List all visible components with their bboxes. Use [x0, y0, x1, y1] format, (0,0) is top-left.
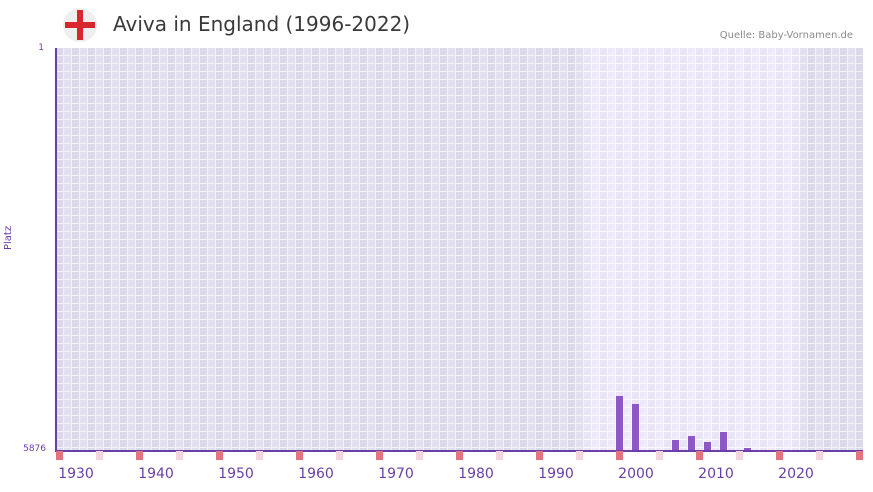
- x-tick-1990: 1990: [538, 466, 574, 482]
- y-axis-line: [55, 48, 57, 451]
- year-marker: [536, 451, 543, 460]
- x-tick-1970: 1970: [378, 466, 414, 482]
- bar-2000[interactable]: [632, 404, 639, 450]
- source-credit: Quelle: Baby-Vornamen.de: [719, 30, 853, 41]
- x-tick-2010: 2010: [698, 466, 734, 482]
- x-tick-1940: 1940: [138, 466, 174, 482]
- year-marker: [56, 451, 63, 460]
- x-tick-1960: 1960: [298, 466, 334, 482]
- year-marker: [696, 451, 703, 460]
- year-marker: [296, 451, 303, 460]
- year-marker: [376, 451, 383, 460]
- year-marker: [856, 451, 863, 460]
- year-marker: [616, 451, 623, 460]
- plot-area: [56, 48, 863, 450]
- x-tick-1980: 1980: [458, 466, 494, 482]
- chart-title: Aviva in England (1996-2022): [113, 12, 411, 36]
- bar-2005[interactable]: [672, 440, 679, 450]
- year-marker: [256, 451, 263, 460]
- year-marker: [816, 451, 823, 460]
- year-marker: [736, 451, 743, 460]
- x-axis-line: [55, 450, 863, 452]
- y-axis-label: Platz: [3, 225, 14, 250]
- x-tick-1930: 1930: [58, 466, 94, 482]
- year-marker: [176, 451, 183, 460]
- year-marker: [336, 451, 343, 460]
- x-tick-2000: 2000: [618, 466, 654, 482]
- year-marker: [216, 451, 223, 460]
- y-tick-top: 1: [38, 43, 44, 53]
- england-flag-icon: [63, 8, 97, 42]
- bar-2009[interactable]: [704, 442, 711, 450]
- x-tick-1950: 1950: [218, 466, 254, 482]
- bar-2011[interactable]: [720, 432, 727, 450]
- year-marker: [96, 451, 103, 460]
- bar-1998[interactable]: [616, 396, 623, 450]
- year-marker: [136, 451, 143, 460]
- year-marker: [496, 451, 503, 460]
- bar-2014[interactable]: [744, 448, 751, 450]
- year-marker: [416, 451, 423, 460]
- highlight-range: [584, 48, 800, 450]
- bar-2007[interactable]: [688, 435, 695, 450]
- year-marker: [656, 451, 663, 460]
- year-marker: [456, 451, 463, 460]
- x-tick-2020: 2020: [778, 466, 814, 482]
- year-marker: [776, 451, 783, 460]
- y-tick-bottom: 5876: [23, 444, 46, 454]
- year-marker: [576, 451, 583, 460]
